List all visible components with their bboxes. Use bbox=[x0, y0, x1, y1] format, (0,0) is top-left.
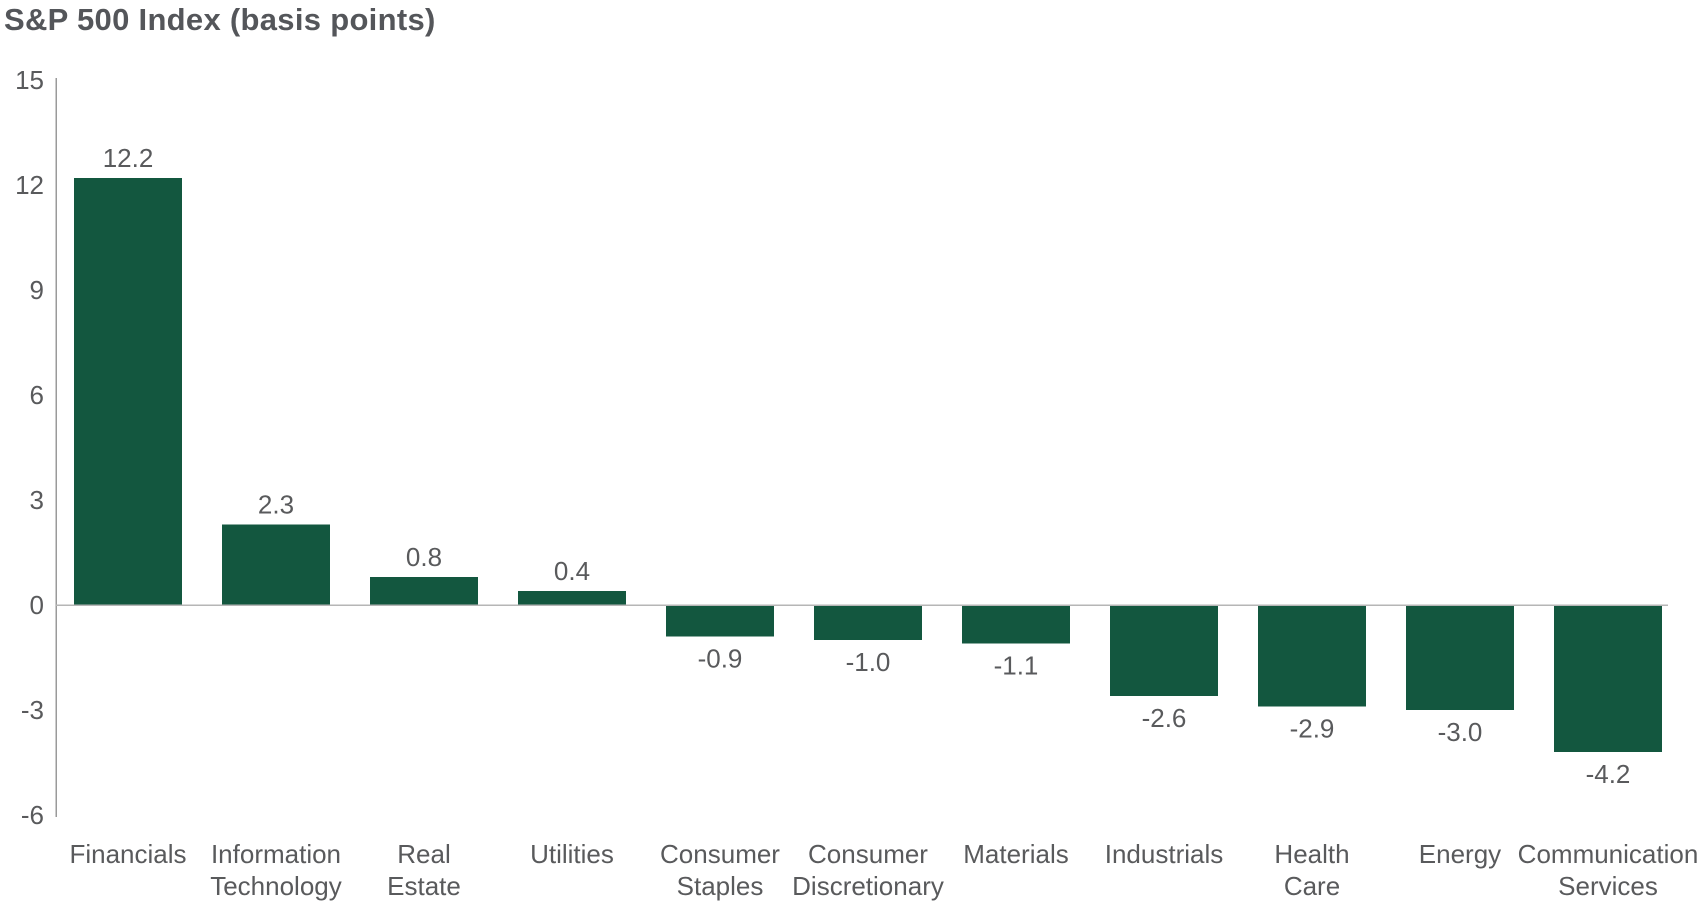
category-label-information-technology-line1: Information bbox=[211, 839, 341, 869]
bar-financials bbox=[74, 178, 182, 605]
category-label-consumer-discretionary-line2: Discretionary bbox=[792, 871, 944, 901]
bar-utilities bbox=[518, 591, 626, 605]
y-tick-label-0: 0 bbox=[30, 590, 44, 620]
value-label-information-technology: 2.3 bbox=[258, 490, 294, 520]
category-label-financials: Financials bbox=[69, 839, 186, 869]
y-tick-label-3: 3 bbox=[30, 485, 44, 515]
chart-title: S&P 500 Index (basis points) bbox=[4, 2, 436, 37]
y-tick-label-12: 12 bbox=[15, 170, 44, 200]
category-label-health-care-line2: Care bbox=[1284, 871, 1340, 901]
category-label-utilities: Utilities bbox=[530, 839, 614, 869]
category-label-health-care-line1: Health bbox=[1274, 839, 1349, 869]
category-label-real-estate-line2: Estate bbox=[387, 871, 461, 901]
bar-communication-services bbox=[1554, 605, 1662, 752]
bar-consumer-staples bbox=[666, 605, 774, 637]
value-label-industrials: -2.6 bbox=[1142, 703, 1187, 733]
bar-information-technology bbox=[222, 524, 330, 605]
value-label-energy: -3.0 bbox=[1438, 717, 1483, 747]
bar-industrials bbox=[1110, 605, 1218, 696]
category-label-consumer-staples-line1: Consumer bbox=[660, 839, 780, 869]
y-tick-label-15: 15 bbox=[15, 65, 44, 95]
value-label-consumer-discretionary: -1.0 bbox=[846, 647, 891, 677]
bar-materials bbox=[962, 605, 1070, 644]
category-label-industrials: Industrials bbox=[1105, 839, 1224, 869]
category-label-real-estate-line1: Real bbox=[397, 839, 450, 869]
value-label-consumer-staples: -0.9 bbox=[698, 644, 743, 674]
y-tick-label--6: -6 bbox=[21, 800, 44, 830]
category-label-consumer-staples-line2: Staples bbox=[677, 871, 764, 901]
category-label-consumer-discretionary-line1: Consumer bbox=[808, 839, 928, 869]
category-label-materials: Materials bbox=[963, 839, 1068, 869]
value-label-materials: -1.1 bbox=[994, 651, 1039, 681]
y-tick-label--3: -3 bbox=[21, 695, 44, 725]
bar-energy bbox=[1406, 605, 1514, 710]
value-label-health-care: -2.9 bbox=[1290, 714, 1335, 744]
value-label-real-estate: 0.8 bbox=[406, 542, 442, 572]
y-tick-label-9: 9 bbox=[30, 275, 44, 305]
bar-health-care bbox=[1258, 605, 1366, 707]
category-label-communication-services-line2: Services bbox=[1558, 871, 1658, 901]
y-tick-label-6: 6 bbox=[30, 380, 44, 410]
bar-consumer-discretionary bbox=[814, 605, 922, 640]
bar-real-estate bbox=[370, 577, 478, 605]
value-label-utilities: 0.4 bbox=[554, 556, 590, 586]
value-label-communication-services: -4.2 bbox=[1586, 759, 1631, 789]
value-label-financials: 12.2 bbox=[103, 143, 154, 173]
category-label-communication-services-line1: Communication bbox=[1518, 839, 1699, 869]
category-label-energy: Energy bbox=[1419, 839, 1501, 869]
category-label-information-technology-line2: Technology bbox=[210, 871, 342, 901]
